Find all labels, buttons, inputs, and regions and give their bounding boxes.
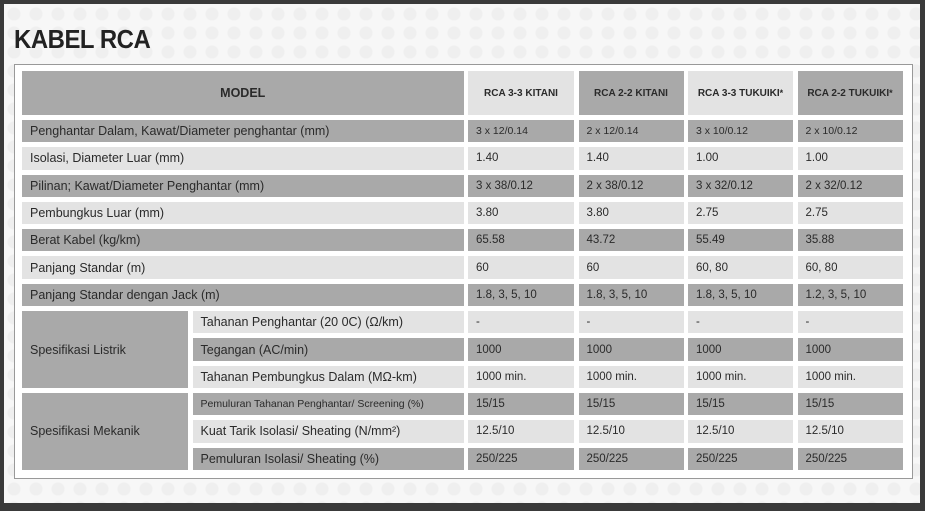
row-label: Penghantar Dalam, Kawat/Diameter penghan… (22, 120, 464, 143)
page-title: KABEL RCA (14, 24, 151, 54)
row-label: Kuat Tarik Isolasi/ Sheating (N/mm²) (192, 420, 464, 443)
row-value: 1000 min. (688, 365, 793, 388)
asterisk: * (779, 88, 784, 98)
row-value: 3.80 (578, 201, 684, 225)
row-value: 1.8, 3, 5, 10 (468, 283, 574, 307)
row-value: 1.2, 3, 5, 10 (797, 283, 903, 307)
row-value: 60 (468, 256, 574, 279)
row-value: 250/225 (688, 447, 793, 470)
row-value: 1000 (468, 338, 574, 361)
row-value: - (688, 311, 793, 334)
row-value: 2 x 10/0.12 (797, 120, 903, 143)
header-model: MODEL (22, 71, 464, 115)
row-value: 3.80 (468, 201, 574, 225)
row-value: 2 x 32/0.12 (797, 174, 903, 197)
row-label: Tahanan Pembungkus Dalam (MΩ-km) (192, 365, 464, 388)
row-value: 43.72 (578, 229, 684, 252)
row-value: 12.5/10 (688, 420, 793, 443)
group-label: Spesifikasi Listrik (22, 311, 188, 388)
row-value: 60, 80 (688, 256, 793, 279)
row-value: 1000 min. (797, 365, 903, 388)
row-label: Panjang Standar (m) (22, 256, 464, 279)
row-value: 15/15 (578, 392, 684, 416)
header-col-label: RCA 3-3 TUKUIKI (697, 87, 780, 99)
header-col-label: RCA 2-2 TUKUIKI (807, 87, 890, 99)
header-col: RCA 3-3 KITANI (468, 71, 574, 115)
row-value: 15/15 (688, 392, 793, 416)
row-value: 1000 (578, 338, 684, 361)
row-label: Berat Kabel (kg/km) (22, 229, 464, 252)
row-value: 2.75 (688, 201, 793, 225)
row-value: 2 x 38/0.12 (578, 174, 684, 197)
row-value: 35.88 (797, 229, 903, 252)
row-label: Pembungkus Luar (mm) (22, 201, 464, 225)
row-value: 1000 (688, 338, 793, 361)
row-label: Tahanan Penghantar (20 0C) (Ω/km) (192, 311, 464, 334)
row-value: 60, 80 (797, 256, 903, 279)
row-value: 250/225 (797, 447, 903, 470)
group-label: Spesifikasi Mekanik (22, 392, 188, 470)
row-value: 1.00 (797, 147, 903, 170)
page-frame: KABEL RCA MODEL RCA 3-3 KITANI RCA 2-2 K… (4, 4, 920, 503)
row-value: 1000 (797, 338, 903, 361)
row-label: Pilinan; Kawat/Diameter Penghantar (mm) (22, 174, 464, 197)
row-value: 1.40 (468, 147, 574, 170)
spec-grid: MODEL RCA 3-3 KITANI RCA 2-2 KITANI RCA … (22, 71, 903, 470)
row-value: 2.75 (797, 201, 903, 225)
row-label: Pemuluran Isolasi/ Sheating (%) (192, 447, 464, 470)
row-value: 250/225 (468, 447, 574, 470)
header-col: RCA 3-3 TUKUIKI * (688, 71, 793, 115)
row-value: - (468, 311, 574, 334)
row-value: 1.00 (688, 147, 793, 170)
header-col-label: RCA 3-3 KITANI (484, 87, 558, 99)
row-value: 3 x 32/0.12 (688, 174, 793, 197)
spec-table: MODEL RCA 3-3 KITANI RCA 2-2 KITANI RCA … (14, 64, 913, 479)
row-value: 1.40 (578, 147, 684, 170)
row-label: Panjang Standar dengan Jack (m) (22, 283, 464, 307)
row-value: 15/15 (797, 392, 903, 416)
row-label: Tegangan (AC/min) (192, 338, 464, 361)
row-value: 55.49 (688, 229, 793, 252)
row-value: 1.8, 3, 5, 10 (578, 283, 684, 307)
header-col: RCA 2-2 TUKUIKI * (797, 71, 903, 115)
row-value: 12.5/10 (797, 420, 903, 443)
row-value: 1.8, 3, 5, 10 (688, 283, 793, 307)
row-value: 3 x 12/0.14 (468, 120, 574, 143)
row-label: Pemuluran Tahanan Penghantar/ Screening … (192, 392, 464, 416)
row-value: 60 (578, 256, 684, 279)
row-value: 1000 min. (578, 365, 684, 388)
row-value: 1000 min. (468, 365, 574, 388)
header-col-label: RCA 2-2 KITANI (594, 87, 668, 99)
row-label: Isolasi, Diameter Luar (mm) (22, 147, 464, 170)
row-value: - (578, 311, 684, 334)
row-value: 12.5/10 (578, 420, 684, 443)
row-value: 3 x 10/0.12 (688, 120, 793, 143)
row-value: 2 x 12/0.14 (578, 120, 684, 143)
row-value: - (797, 311, 903, 334)
row-value: 250/225 (578, 447, 684, 470)
header-col: RCA 2-2 KITANI (578, 71, 684, 115)
asterisk: * (889, 88, 893, 98)
row-value: 12.5/10 (468, 420, 574, 443)
row-value: 3 x 38/0.12 (468, 174, 574, 197)
row-value: 15/15 (468, 392, 574, 416)
row-value: 65.58 (468, 229, 574, 252)
